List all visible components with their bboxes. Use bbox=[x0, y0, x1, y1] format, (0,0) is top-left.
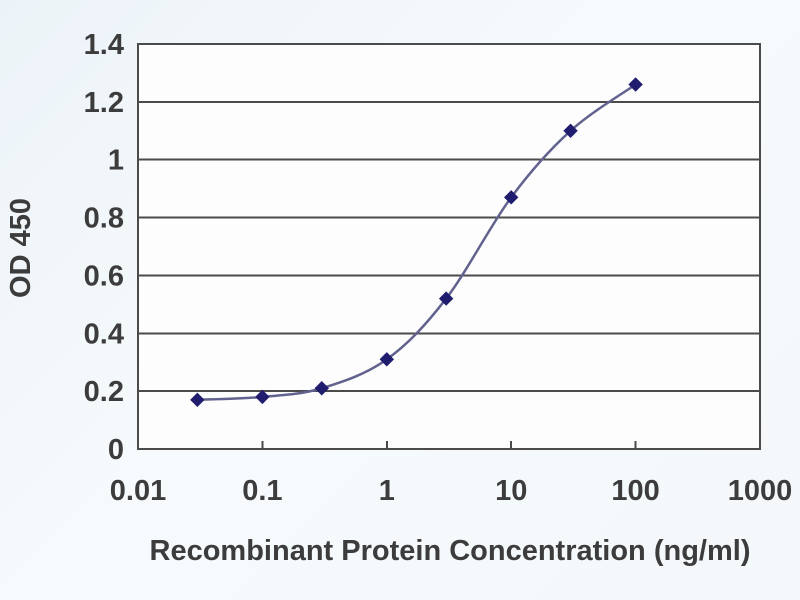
data-point-marker bbox=[563, 123, 578, 138]
plot-background bbox=[138, 44, 760, 449]
y-tick-label: 0.6 bbox=[84, 260, 124, 292]
plot-area bbox=[138, 44, 760, 449]
plot-frame bbox=[137, 43, 761, 450]
data-point-marker bbox=[628, 77, 643, 92]
x-tick-label: 1000 bbox=[728, 475, 793, 507]
data-point-marker bbox=[503, 190, 519, 205]
y-tick-label: 0.8 bbox=[84, 203, 124, 235]
data-point-marker bbox=[314, 381, 329, 396]
y-tick-label: 0.2 bbox=[84, 376, 124, 408]
data-point-marker bbox=[190, 392, 205, 408]
x-axis-ticks: 0.01 0.1 1 10 100 1000 bbox=[110, 441, 792, 507]
y-axis-ticks: 0 0.2 0.4 0.6 0.8 1 1.2 1.4 bbox=[84, 29, 124, 466]
y-tick-label: 0.4 bbox=[84, 318, 124, 350]
plot-frame-rect bbox=[137, 43, 761, 450]
x-tick-label: 10 bbox=[495, 475, 527, 507]
x-axis-title: Recombinant Protein Concentration (ng/ml… bbox=[150, 535, 751, 567]
x-tick-label: 0.1 bbox=[242, 475, 282, 507]
y-tick-label: 1.4 bbox=[84, 29, 124, 61]
gridlines bbox=[138, 100, 760, 393]
y-tick-label: 1 bbox=[108, 145, 124, 177]
x-tick-label: 100 bbox=[611, 475, 659, 507]
data-point-marker bbox=[438, 291, 454, 306]
y-tick-label: 1.2 bbox=[84, 87, 124, 119]
data-point-marker bbox=[379, 352, 395, 367]
x-tick-label: 0.01 bbox=[110, 475, 166, 507]
data-point-marker bbox=[255, 389, 270, 405]
x-tick-label: 1 bbox=[379, 475, 395, 507]
y-tick-label: 0 bbox=[108, 434, 124, 466]
series-line bbox=[197, 83, 637, 402]
y-axis-title: OD 450 bbox=[5, 198, 37, 298]
data-series bbox=[190, 77, 643, 408]
